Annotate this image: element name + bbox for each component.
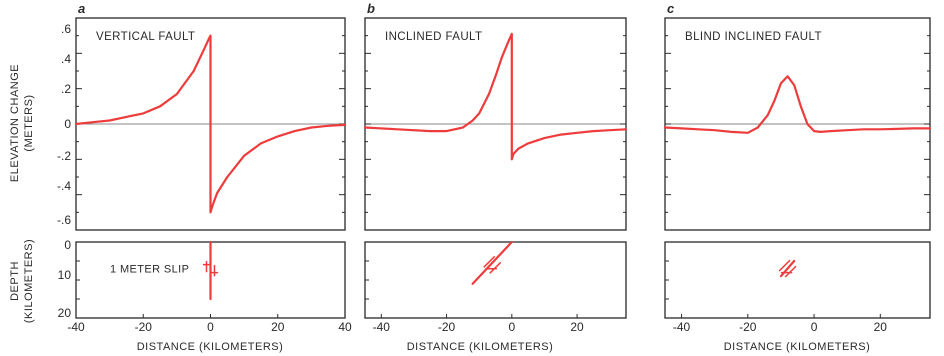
- elevation-tick-label: -.6: [57, 213, 71, 227]
- depth-tick-label: 10: [58, 268, 72, 282]
- elevation-tick-label: -.4: [57, 179, 71, 193]
- x-axis-label: DISTANCE (KILOMETERS): [724, 341, 871, 353]
- x-tick-label: -20: [438, 320, 456, 334]
- elevation-tick-label: .6: [61, 22, 71, 36]
- slip-arrow: [483, 256, 495, 268]
- x-tick-label: 0: [207, 320, 214, 334]
- x-tick-label: 20: [271, 320, 285, 334]
- x-tick-label: 20: [874, 320, 888, 334]
- elevation-change-curve: [74, 34, 347, 214]
- depth-tick-label: 0: [64, 238, 71, 252]
- depth-tick-labels: 0 10 20: [58, 238, 72, 320]
- x-tick-label: 0: [811, 320, 818, 334]
- depth-axis-label-line2: (KILOMETERS): [23, 239, 35, 323]
- x-tick-label: -20: [135, 320, 153, 334]
- x-tick-label: 40: [338, 320, 352, 334]
- x-tick-label: -40: [373, 320, 391, 334]
- elevation-tick-label: -.2: [57, 149, 71, 163]
- elevation-tick-label: 0: [64, 117, 71, 131]
- elevation-change-curve: [663, 75, 932, 134]
- panel-title: BLIND INCLINED FAULT: [685, 31, 822, 43]
- depth-plot-frame: [664, 241, 931, 319]
- x-tick-label: -40: [67, 320, 85, 334]
- x-axis-label: DISTANCE (KILOMETERS): [407, 341, 554, 353]
- panel-letter: b: [367, 1, 375, 16]
- fault-line: [471, 240, 513, 285]
- x-tick-label: 0: [508, 320, 515, 334]
- elevation-axis-label-line1: ELEVATION CHANGE: [9, 64, 21, 182]
- depth-tick-label: 20: [58, 306, 72, 320]
- elevation-change-curve: [363, 32, 628, 161]
- elevation-axis-label-line2: (METERS): [23, 94, 35, 151]
- elevation-axis-label: ELEVATION CHANGE (METERS): [9, 64, 35, 182]
- slip-arrow: [778, 259, 791, 272]
- panel-letter: c: [667, 1, 675, 16]
- x-tick-label: 20: [570, 320, 584, 334]
- slip-label: 1 METER SLIP: [110, 264, 189, 276]
- depth-axis-label-line1: DEPTH: [9, 261, 21, 301]
- panel-vertical-fault: -40 -20 0 20 40 a VERTICAL FAULT 1 METER SLIP: [67, 1, 352, 334]
- elevation-tick-labels: .6 .4 .2 0 -.2 -.4 -.6: [57, 22, 71, 227]
- slip-arrow: [489, 262, 501, 274]
- fault-line: [779, 259, 796, 278]
- slip-arrow: [784, 265, 797, 278]
- x-axis-label: DISTANCE (KILOMETERS): [137, 341, 284, 353]
- depth-axis-label: DEPTH (KILOMETERS): [9, 239, 35, 323]
- elevation-tick-label: .4: [61, 52, 71, 66]
- x-tick-label: -20: [739, 320, 757, 334]
- panel-blind-inclined-fault: -40 -20 0 20 c BLIND INCLINED FAULT: [663, 1, 932, 334]
- x-tick-label: -40: [673, 320, 691, 334]
- panel-title: INCLINED FAULT: [385, 31, 482, 43]
- panel-title: VERTICAL FAULT: [96, 31, 195, 43]
- panel-inclined-fault: -40 -20 0 20 b INCLINED FAULT: [363, 1, 628, 334]
- panel-letter: a: [78, 1, 85, 16]
- depth-plot-frame: [364, 241, 627, 319]
- elevation-tick-label: .2: [61, 82, 71, 96]
